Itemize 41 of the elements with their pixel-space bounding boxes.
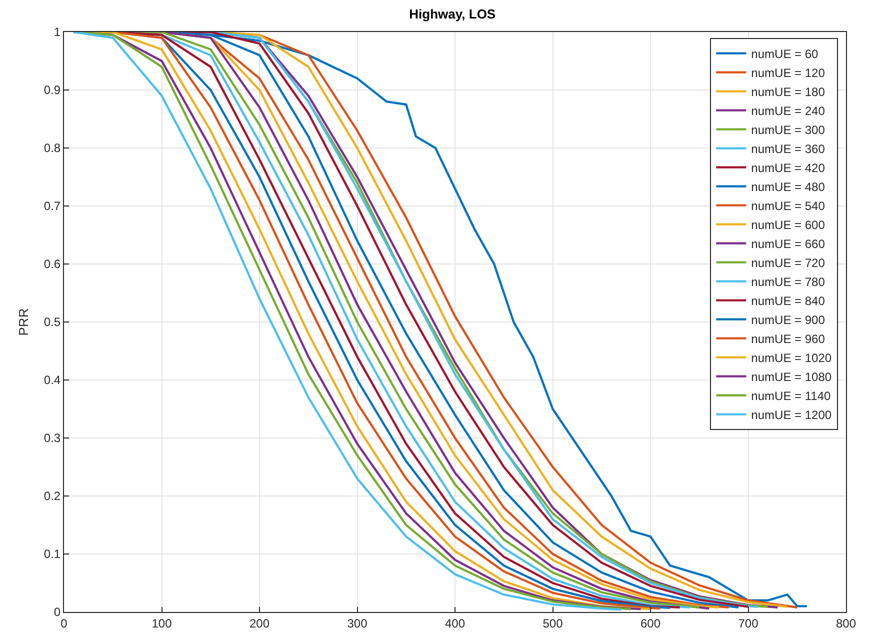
legend-label: numUE = 420 [751, 160, 826, 175]
y-tick-label: 0 [54, 605, 61, 620]
x-tick-label: 300 [347, 616, 368, 630]
y-tick-label: 0.8 [44, 141, 61, 156]
legend-label: numUE = 1200 [751, 408, 832, 422]
y-tick-label: 0.3 [44, 431, 61, 446]
legend-label: numUE = 1140 [751, 388, 831, 403]
y-tick-label: 0.1 [44, 547, 61, 562]
legend-label: numUE = 240 [751, 104, 826, 118]
legend-label: numUE = 660 [751, 236, 826, 251]
chart-title: Highway, LOS [409, 6, 496, 22]
y-tick-label: 0.9 [44, 83, 61, 98]
y-tick-label: 0.6 [44, 257, 61, 272]
y-tick-label: 1 [54, 25, 61, 40]
legend-label: numUE = 840 [751, 294, 826, 308]
legend-label: numUE = 600 [751, 218, 826, 232]
legend-label: numUE = 360 [751, 142, 826, 156]
legend-label: numUE = 300 [751, 122, 826, 137]
legend-label: numUE = 1020 [751, 350, 832, 365]
legend-label: numUE = 900 [751, 312, 826, 327]
legend-label: numUE = 960 [751, 332, 826, 346]
legend-label: numUE = 120 [751, 66, 826, 80]
x-tick-label: 600 [640, 616, 661, 630]
y-axis-title: PRR [16, 308, 31, 336]
x-tick-label: 400 [444, 616, 466, 630]
legend-label: numUE = 540 [751, 198, 826, 213]
y-tick-label: 0.7 [44, 199, 61, 214]
y-tick-label: 0.5 [44, 315, 61, 330]
y-tick-label: 0.2 [44, 489, 61, 504]
x-tick-label: 500 [542, 616, 564, 630]
legend-label: numUE = 60 [751, 46, 819, 61]
legend-label: numUE = 1080 [751, 370, 832, 384]
legend-label: numUE = 780 [751, 274, 826, 289]
x-tick-label: 800 [836, 616, 856, 630]
x-tick-label: 100 [152, 616, 172, 630]
x-tick-label: 200 [249, 616, 270, 630]
legend-label: numUE = 480 [751, 180, 826, 194]
legend-label: numUE = 720 [751, 256, 826, 270]
x-tick-label: 700 [738, 616, 759, 630]
y-tick-label: 0.4 [44, 373, 61, 388]
legend-label: numUE = 180 [751, 84, 826, 99]
